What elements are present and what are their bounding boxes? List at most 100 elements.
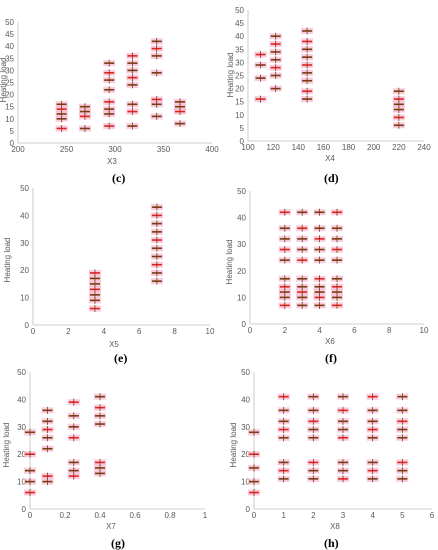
data-point (277, 475, 290, 483)
data-point (337, 406, 349, 414)
x-tick-label: 0.6 (129, 511, 141, 520)
data-point (150, 37, 163, 45)
y-axis-label: Heating load (225, 240, 234, 285)
data-point (248, 478, 260, 486)
y-tick-label: 0 (240, 137, 245, 146)
y-tick-label: 0 (10, 139, 15, 148)
data-point (392, 87, 405, 95)
data-point (269, 48, 282, 56)
x-axis-label: X3 (107, 157, 117, 166)
chart-panel-e: (e) X5 Heating load 0 2 4 6 8 10 0 10 20 30 40 50 (3, 184, 215, 365)
data-point (150, 220, 163, 228)
y-tick-label: 40 (235, 32, 244, 41)
data-point (269, 40, 282, 48)
y-tick-label: 20 (17, 450, 26, 459)
data-point (150, 277, 163, 285)
x-tick-label: 400 (205, 145, 219, 154)
x-tick-label: 10 (206, 327, 215, 336)
data-point (331, 246, 343, 254)
x-axis-label: X6 (325, 337, 335, 346)
y-tick-label: 50 (241, 368, 250, 377)
data-point (150, 112, 163, 120)
data-point (150, 52, 163, 60)
data-point (392, 95, 405, 103)
chart-caption: (e) (114, 351, 127, 365)
y-tick-label: 20 (235, 85, 244, 94)
y-tick-label: 40 (5, 42, 14, 51)
x-tick-label: 2 (311, 511, 316, 520)
y-tick-label: 10 (235, 111, 244, 120)
data-point (278, 246, 291, 254)
data-point (150, 95, 163, 103)
data-point (296, 235, 309, 243)
data-point (296, 246, 309, 254)
data-point (24, 467, 36, 475)
data-point (278, 208, 291, 216)
y-tick-label: 30 (235, 58, 244, 67)
y-axis-label: Heating load (2, 423, 11, 468)
data-point (278, 224, 291, 232)
data-point (301, 53, 314, 61)
data-point (150, 236, 163, 244)
data-point (366, 426, 379, 434)
y-tick-label: 30 (20, 239, 29, 248)
y-tick-label: 45 (5, 30, 14, 39)
x-tick-label: 2 (283, 326, 288, 335)
y-tick-label: 15 (235, 98, 244, 107)
data-point (277, 393, 290, 401)
y-tick-label: 10 (17, 478, 26, 487)
data-point (254, 74, 267, 82)
data-point (41, 472, 54, 480)
data-point (126, 74, 139, 82)
data-point (150, 211, 163, 219)
x-tick-label: 160 (317, 143, 331, 152)
data-point (277, 434, 290, 442)
data-point (269, 64, 282, 72)
data-point (150, 203, 163, 211)
data-point (307, 467, 320, 475)
data-point (313, 283, 326, 291)
data-point (396, 393, 409, 401)
data-point (269, 72, 282, 79)
data-point (331, 208, 343, 216)
x-tick-label: 300 (108, 145, 122, 154)
data-point (307, 426, 320, 434)
data-point (313, 301, 326, 309)
data-point (301, 87, 314, 95)
data-point (103, 86, 116, 94)
y-tick-label: 50 (237, 187, 246, 196)
data-point (366, 475, 379, 483)
data-point (24, 478, 36, 486)
data-point (396, 406, 409, 414)
y-tick-label: 25 (5, 79, 14, 88)
data-point (392, 113, 405, 121)
y-axis-label: Heating load (229, 423, 238, 468)
data-point (41, 434, 54, 442)
data-point (331, 283, 343, 291)
data-point (396, 426, 409, 434)
data-point (307, 475, 320, 483)
data-point (278, 235, 291, 243)
chart-panel-f: (f) X6 Heating load 0 2 4 6 8 10 0 10 20 30 40 50 (225, 187, 429, 365)
data-point (366, 434, 379, 442)
x-tick-label: 0 (248, 326, 253, 335)
data-point (94, 393, 106, 401)
data-point (301, 61, 314, 69)
data-point (331, 224, 343, 232)
y-tick-label: 10 (5, 115, 14, 124)
data-point (296, 256, 309, 264)
data-point (67, 423, 80, 431)
data-point (331, 256, 343, 264)
x-tick-label: 6 (352, 326, 357, 335)
x-tick-label: 3 (341, 511, 346, 520)
x-tick-label: 0.2 (59, 511, 71, 520)
data-point (396, 467, 409, 475)
x-tick-label: 10 (420, 326, 429, 335)
data-point (366, 406, 379, 414)
chart-panel-d: (d) X4 Heating load 100 120 140 160 180 200 22… (226, 6, 431, 185)
data-point (67, 434, 80, 442)
data-point (277, 458, 290, 466)
data-point (103, 76, 116, 84)
y-tick-label: 0 (246, 505, 251, 514)
